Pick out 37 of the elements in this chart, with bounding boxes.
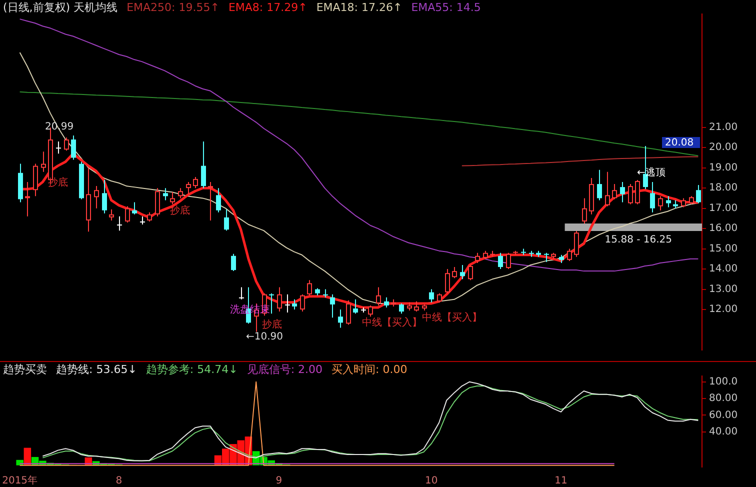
annotation: 中线【买入】: [362, 316, 422, 329]
x-tick-label: 10: [425, 476, 438, 487]
y-tick-label: 19.00: [709, 162, 738, 174]
annotation: ←10.90: [246, 332, 284, 343]
y-tick-label: 60.00: [709, 410, 738, 421]
y-tick-label: 100.0: [709, 376, 738, 388]
y-tick-label: 17.00: [709, 202, 738, 214]
annotation: 20.08: [665, 138, 694, 149]
chart-title: (日线,前复权) 天机均线: [3, 1, 118, 14]
text: 趋势线: 53.65↓: [56, 363, 137, 376]
text: EMA18: 17.26↑: [316, 1, 402, 14]
y-tick-label: 21.00: [709, 122, 738, 133]
annotation: 抄底: [170, 204, 190, 217]
y-tick-label: 20.00: [709, 142, 738, 154]
y-tick-label: 13.00: [709, 284, 738, 295]
x-tick-label: 2015年: [2, 474, 38, 487]
y-tick-label: 40.00: [709, 426, 738, 438]
text: EMA8: 17.29↑: [228, 1, 308, 14]
chart-title: 趋势买卖: [3, 363, 47, 376]
y-tick-label: 16.00: [709, 223, 738, 234]
annotation: 中线【买入】: [422, 312, 482, 324]
x-tick-label: 11: [554, 476, 568, 487]
y-tick-label: 14.00: [709, 264, 738, 275]
text: 趋势参考: 54.74↓: [146, 363, 238, 376]
y-tick-label: 18.00: [709, 182, 738, 194]
text: 买入时间: 0.00: [332, 363, 408, 376]
y-tick-label: 80.00: [709, 393, 738, 404]
annotation: 抄底: [262, 318, 282, 331]
y-tick-label: 15.00: [709, 243, 738, 254]
x-tick-label: 8: [116, 476, 122, 487]
band-label: 15.88 - 16.25: [604, 234, 672, 246]
annotation: 抄底: [48, 176, 68, 189]
text: 见底信号: 2.00: [246, 363, 323, 376]
x-tick-label: 9: [276, 476, 282, 487]
text: EMA55: 14.5: [411, 1, 481, 14]
y-tick-label: 12.00: [709, 304, 738, 316]
text: EMA250: 19.55↑: [126, 1, 220, 14]
